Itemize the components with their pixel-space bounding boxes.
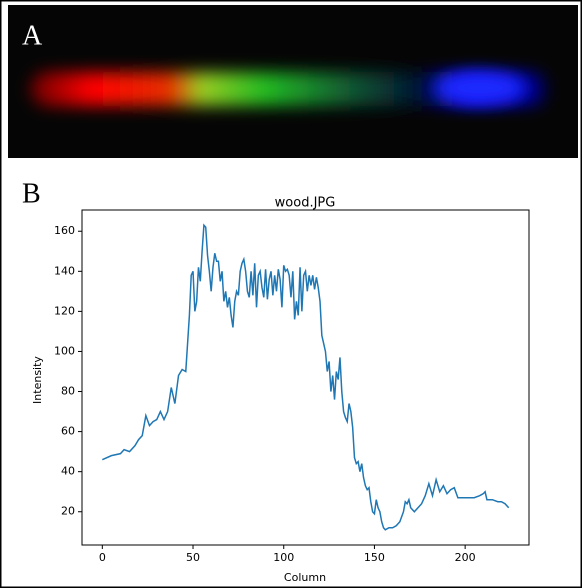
y-tick-label: 160 <box>54 224 75 237</box>
y-tick-label: 60 <box>61 425 75 438</box>
spectrum-band <box>30 72 550 106</box>
x-axis-label: Column <box>284 571 326 584</box>
plot-frame <box>81 209 530 546</box>
x-tick-label: 0 <box>99 551 106 564</box>
y-tick-label: 20 <box>61 505 75 518</box>
x-tick-label: 150 <box>364 551 385 564</box>
y-tick-label: 100 <box>54 344 75 357</box>
chart-title: wood.JPG <box>275 196 336 211</box>
panel-label: B <box>22 178 41 209</box>
y-tick-label: 40 <box>61 465 75 478</box>
y-axis-label: Intensity <box>31 356 44 404</box>
y-tick-label: 120 <box>54 304 75 317</box>
x-tick-label: 50 <box>186 551 200 564</box>
blue-band <box>435 72 525 104</box>
panel-label: A <box>22 20 43 51</box>
x-tick-label: 200 <box>455 551 476 564</box>
data-line <box>102 223 510 531</box>
x-tick-label: 100 <box>273 551 294 564</box>
y-tick-label: 80 <box>61 385 75 398</box>
y-tick-label: 140 <box>54 264 75 277</box>
